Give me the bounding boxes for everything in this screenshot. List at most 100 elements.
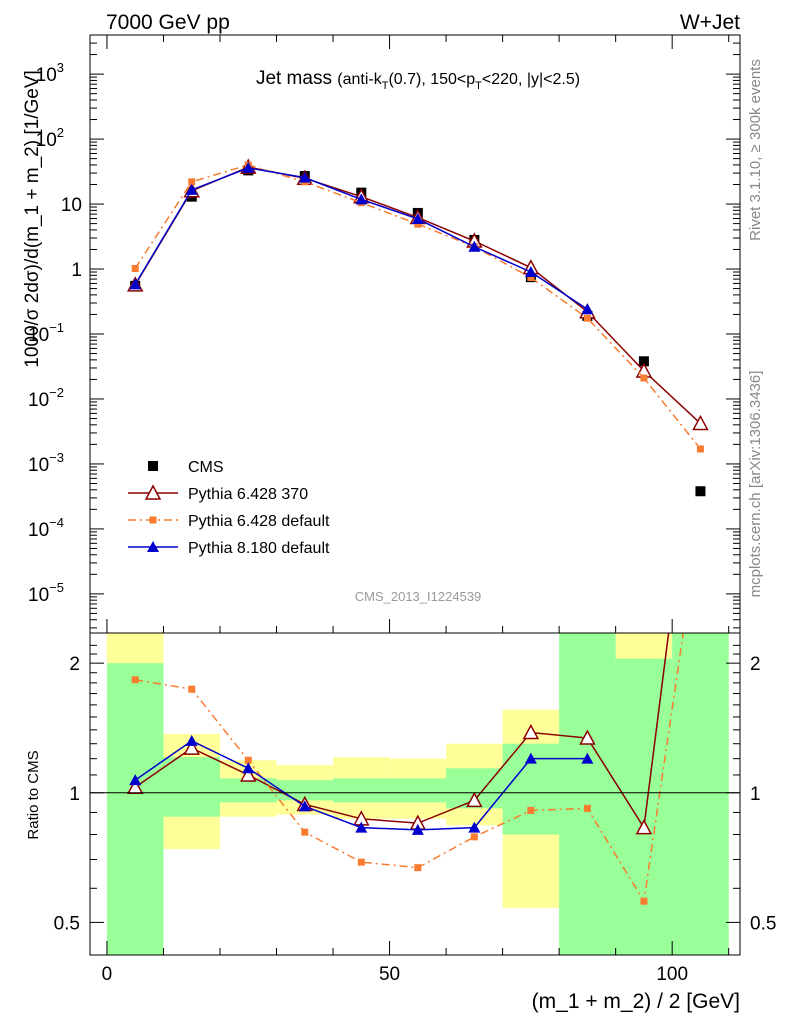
ratio-point bbox=[188, 685, 196, 693]
y-tick-label: 10−2 bbox=[28, 385, 64, 411]
legend-entry: Pythia 8.180 default bbox=[128, 540, 330, 557]
ratio-point bbox=[298, 800, 311, 812]
data-point bbox=[638, 356, 649, 367]
ratio-point bbox=[470, 833, 478, 841]
ratio-point bbox=[583, 804, 591, 812]
legend-marker bbox=[147, 541, 159, 552]
band-inner bbox=[276, 780, 334, 801]
ratio-point bbox=[183, 739, 200, 755]
ratio-y-tick-label: 1 bbox=[69, 784, 80, 805]
y-tick-label: 10−1 bbox=[28, 320, 64, 346]
ratio-uncertainty-bands bbox=[106, 633, 729, 955]
legend: CMS Pythia 6.428 370 Pythia 6.428 default P… bbox=[128, 459, 330, 557]
data-point bbox=[411, 212, 424, 224]
band-inner bbox=[672, 633, 729, 955]
ratio-point bbox=[640, 897, 648, 905]
y-tick-label: 10−4 bbox=[28, 515, 64, 541]
band-inner bbox=[163, 757, 220, 817]
series-line bbox=[134, 164, 702, 450]
data-point bbox=[242, 161, 255, 173]
ratio-panel bbox=[126, 633, 684, 905]
legend-label: CMS bbox=[188, 459, 224, 476]
plot-frames: 10−5 10−4 10−3 10−2 10−1 1 10 102 103 0.5 0.5 1 1 2 2 0… bbox=[28, 34, 776, 985]
ratio-y-tick-label-right: 0.5 bbox=[750, 913, 776, 934]
x-tick-label: 0 bbox=[102, 964, 113, 985]
ratio-point bbox=[131, 676, 139, 684]
y-axis-label: 1000/σ 2dσ)/d(m_1 + m_2) [1/GeV] bbox=[22, 70, 43, 368]
band-inner bbox=[389, 778, 447, 803]
data-point bbox=[696, 445, 704, 453]
data-point bbox=[414, 220, 422, 228]
legend-marker bbox=[149, 516, 157, 524]
data-point bbox=[129, 278, 142, 290]
data-point bbox=[298, 171, 311, 183]
y-tick-label: 10−5 bbox=[28, 580, 64, 606]
series-pythia-6-428-default bbox=[131, 161, 704, 453]
legend-entry: Pythia 6.428 default bbox=[128, 513, 330, 530]
ratio-y-tick-label-right: 1 bbox=[750, 784, 761, 805]
data-point bbox=[188, 178, 196, 186]
ratio-point bbox=[242, 762, 255, 774]
ratio-point bbox=[466, 791, 483, 808]
data-point bbox=[527, 274, 535, 282]
y-tick-label: 103 bbox=[36, 60, 64, 86]
band-inner bbox=[106, 663, 164, 955]
band-inner bbox=[333, 778, 390, 803]
x-tick-label: 100 bbox=[656, 964, 688, 985]
legend-label: Pythia 6.428 default bbox=[188, 513, 330, 530]
ratio-point bbox=[301, 828, 309, 836]
ratio-point bbox=[527, 806, 535, 814]
data-point bbox=[692, 414, 709, 431]
legend-entry: Pythia 6.428 370 bbox=[128, 484, 308, 503]
data-point bbox=[640, 374, 648, 382]
legend-label: Pythia 8.180 default bbox=[188, 540, 330, 557]
ratio-point bbox=[185, 734, 198, 746]
data-point bbox=[131, 264, 139, 272]
band-inner bbox=[559, 633, 616, 955]
data-point bbox=[524, 266, 537, 278]
legend-entry: CMS bbox=[148, 459, 224, 476]
band-inner bbox=[220, 778, 277, 803]
ratio-point bbox=[244, 756, 252, 764]
ratio-y-tick-label-right: 2 bbox=[750, 654, 761, 675]
data-point bbox=[185, 183, 198, 195]
analysis-id: CMS_2013_I1224539 bbox=[355, 589, 482, 604]
ratio-series-pythia-8-180-default bbox=[129, 734, 594, 835]
x-tick-label: 50 bbox=[379, 964, 400, 985]
ratio-y-axis-label: Ratio to CMS bbox=[25, 750, 42, 839]
ratio-point bbox=[524, 752, 537, 764]
ratio-point bbox=[357, 858, 365, 866]
y-tick-label: 10−3 bbox=[28, 450, 64, 476]
data-point bbox=[355, 193, 368, 205]
legend-label: Pythia 6.428 370 bbox=[188, 486, 308, 503]
series-pythia-8-180-default bbox=[129, 161, 594, 315]
series-pythia-6-428-370 bbox=[126, 158, 709, 431]
mcplots-label: mcplots.cern.ch [arXiv:1306.3436] bbox=[747, 371, 764, 598]
data-point bbox=[468, 240, 481, 252]
ratio-point bbox=[468, 821, 481, 833]
chart-title: Jet mass (anti-kT(0.7), 150<pT<220, |y|<… bbox=[256, 68, 580, 92]
ratio-y-tick-label: 0.5 bbox=[54, 913, 80, 934]
data-point bbox=[695, 486, 706, 497]
ratio-series-pythia-6-428-default bbox=[131, 633, 684, 905]
legend-marker bbox=[144, 484, 162, 500]
ratio-point bbox=[579, 729, 596, 745]
ratio-y-tick-label: 2 bbox=[69, 654, 80, 675]
ratio-point bbox=[414, 864, 422, 872]
rivet-label: Rivet 3.1.10, ≥ 300k events bbox=[747, 59, 764, 241]
ratio-point bbox=[581, 752, 594, 764]
main-panel bbox=[126, 158, 709, 497]
data-point bbox=[581, 303, 594, 315]
header-right: W+Jet bbox=[680, 11, 740, 34]
data-point bbox=[583, 314, 591, 322]
ratio-frame bbox=[89, 632, 741, 956]
band-inner bbox=[615, 658, 673, 955]
y-tick-label: 1 bbox=[71, 260, 82, 281]
y-tick-label: 10 bbox=[61, 195, 82, 216]
ratio-point bbox=[129, 774, 142, 786]
x-axis-label: (m_1 + m_2) / 2 [GeV] bbox=[532, 990, 740, 1013]
legend-marker bbox=[148, 461, 158, 471]
ratio-point bbox=[522, 723, 540, 740]
y-tick-label: 102 bbox=[36, 125, 64, 151]
